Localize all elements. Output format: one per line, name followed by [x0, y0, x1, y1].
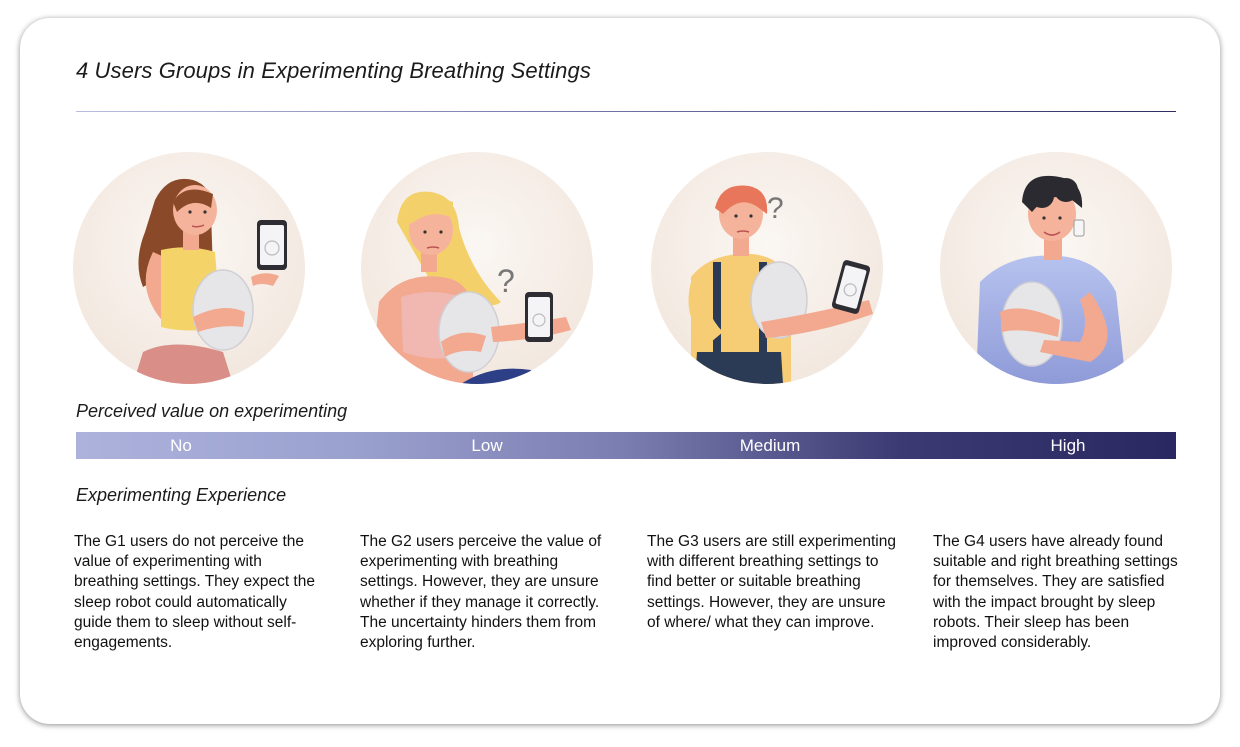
level-no: No — [170, 436, 192, 455]
g2-description: The G2 users perceive the value of exper… — [360, 533, 602, 652]
g1-description: The G1 users do not perceive the value o… — [74, 533, 315, 652]
level-medium: Medium — [739, 436, 801, 455]
perceived-value-scale — [76, 432, 1176, 459]
title-divider — [76, 111, 1176, 112]
perceived-value-label: Perceived value on experimenting — [76, 401, 348, 421]
g4-description: The G4 users have already found suitable… — [933, 533, 1178, 652]
experience-label: Experimenting Experience — [76, 485, 287, 505]
page-title: 4 Users Groups in Experimenting Breathin… — [76, 58, 591, 83]
level-high: High — [1050, 436, 1086, 455]
g3-description: The G3 users are still experimenting wit… — [647, 533, 896, 631]
question-mark-icon: ? — [767, 192, 784, 225]
g2-illustration: ? — [361, 152, 593, 384]
level-low: Low — [471, 436, 503, 455]
g3-illustration: ? — [651, 152, 883, 384]
question-mark-icon: ? — [497, 263, 515, 299]
g1-illustration — [73, 152, 305, 384]
g4-illustration — [940, 152, 1172, 384]
